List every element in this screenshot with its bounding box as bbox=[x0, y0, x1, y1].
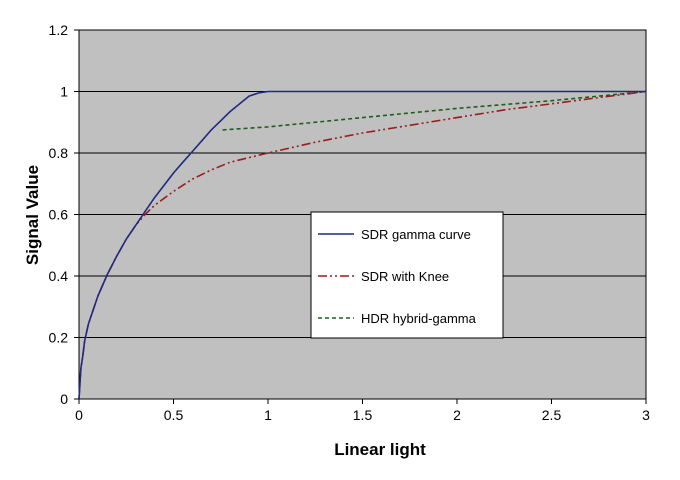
legend-label-sdr-knee: SDR with Knee bbox=[361, 269, 449, 284]
legend: SDR gamma curve SDR with Knee HDR hybrid… bbox=[310, 211, 504, 339]
series-line-sdr-with-knee bbox=[78, 90, 647, 400]
x-axis-title: Linear light bbox=[334, 440, 426, 459]
legend-box bbox=[310, 211, 504, 339]
x-tick-label-6: 3 bbox=[642, 407, 650, 423]
x-tick-label-3: 1.5 bbox=[353, 407, 373, 423]
series-lines bbox=[78, 90, 647, 400]
x-tick-label-5: 2.5 bbox=[542, 407, 562, 423]
y-tick-labels: 0 0.2 0.4 0.6 0.8 1 1.2 bbox=[49, 22, 79, 407]
y-tick-label-5: 1 bbox=[60, 84, 68, 100]
y-tick-label-1: 0.2 bbox=[49, 330, 69, 346]
y-tick-label-0: 0 bbox=[60, 391, 68, 407]
y-tick-label-4: 0.8 bbox=[49, 145, 69, 161]
y-tick-label-2: 0.4 bbox=[49, 268, 69, 284]
x-tick-labels: 0 0.5 1 1.5 2 2.5 3 bbox=[75, 399, 650, 423]
x-tick-label-1: 0.5 bbox=[164, 407, 184, 423]
x-tick-label-0: 0 bbox=[75, 407, 83, 423]
legend-label-hdr-hybrid: HDR hybrid-gamma bbox=[361, 311, 477, 326]
x-tick-label-2: 1 bbox=[264, 407, 272, 423]
x-tick-label-4: 2 bbox=[453, 407, 461, 423]
y-tick-label-3: 0.6 bbox=[49, 207, 69, 223]
y-axis-title: Signal Value bbox=[23, 165, 42, 265]
y-tick-label-6: 1.2 bbox=[49, 22, 69, 38]
series-line-hdr-hybrid-gamma bbox=[222, 90, 647, 131]
legend-label-sdr-gamma: SDR gamma curve bbox=[361, 227, 471, 242]
series-line-sdr-gamma-curve bbox=[78, 90, 646, 400]
